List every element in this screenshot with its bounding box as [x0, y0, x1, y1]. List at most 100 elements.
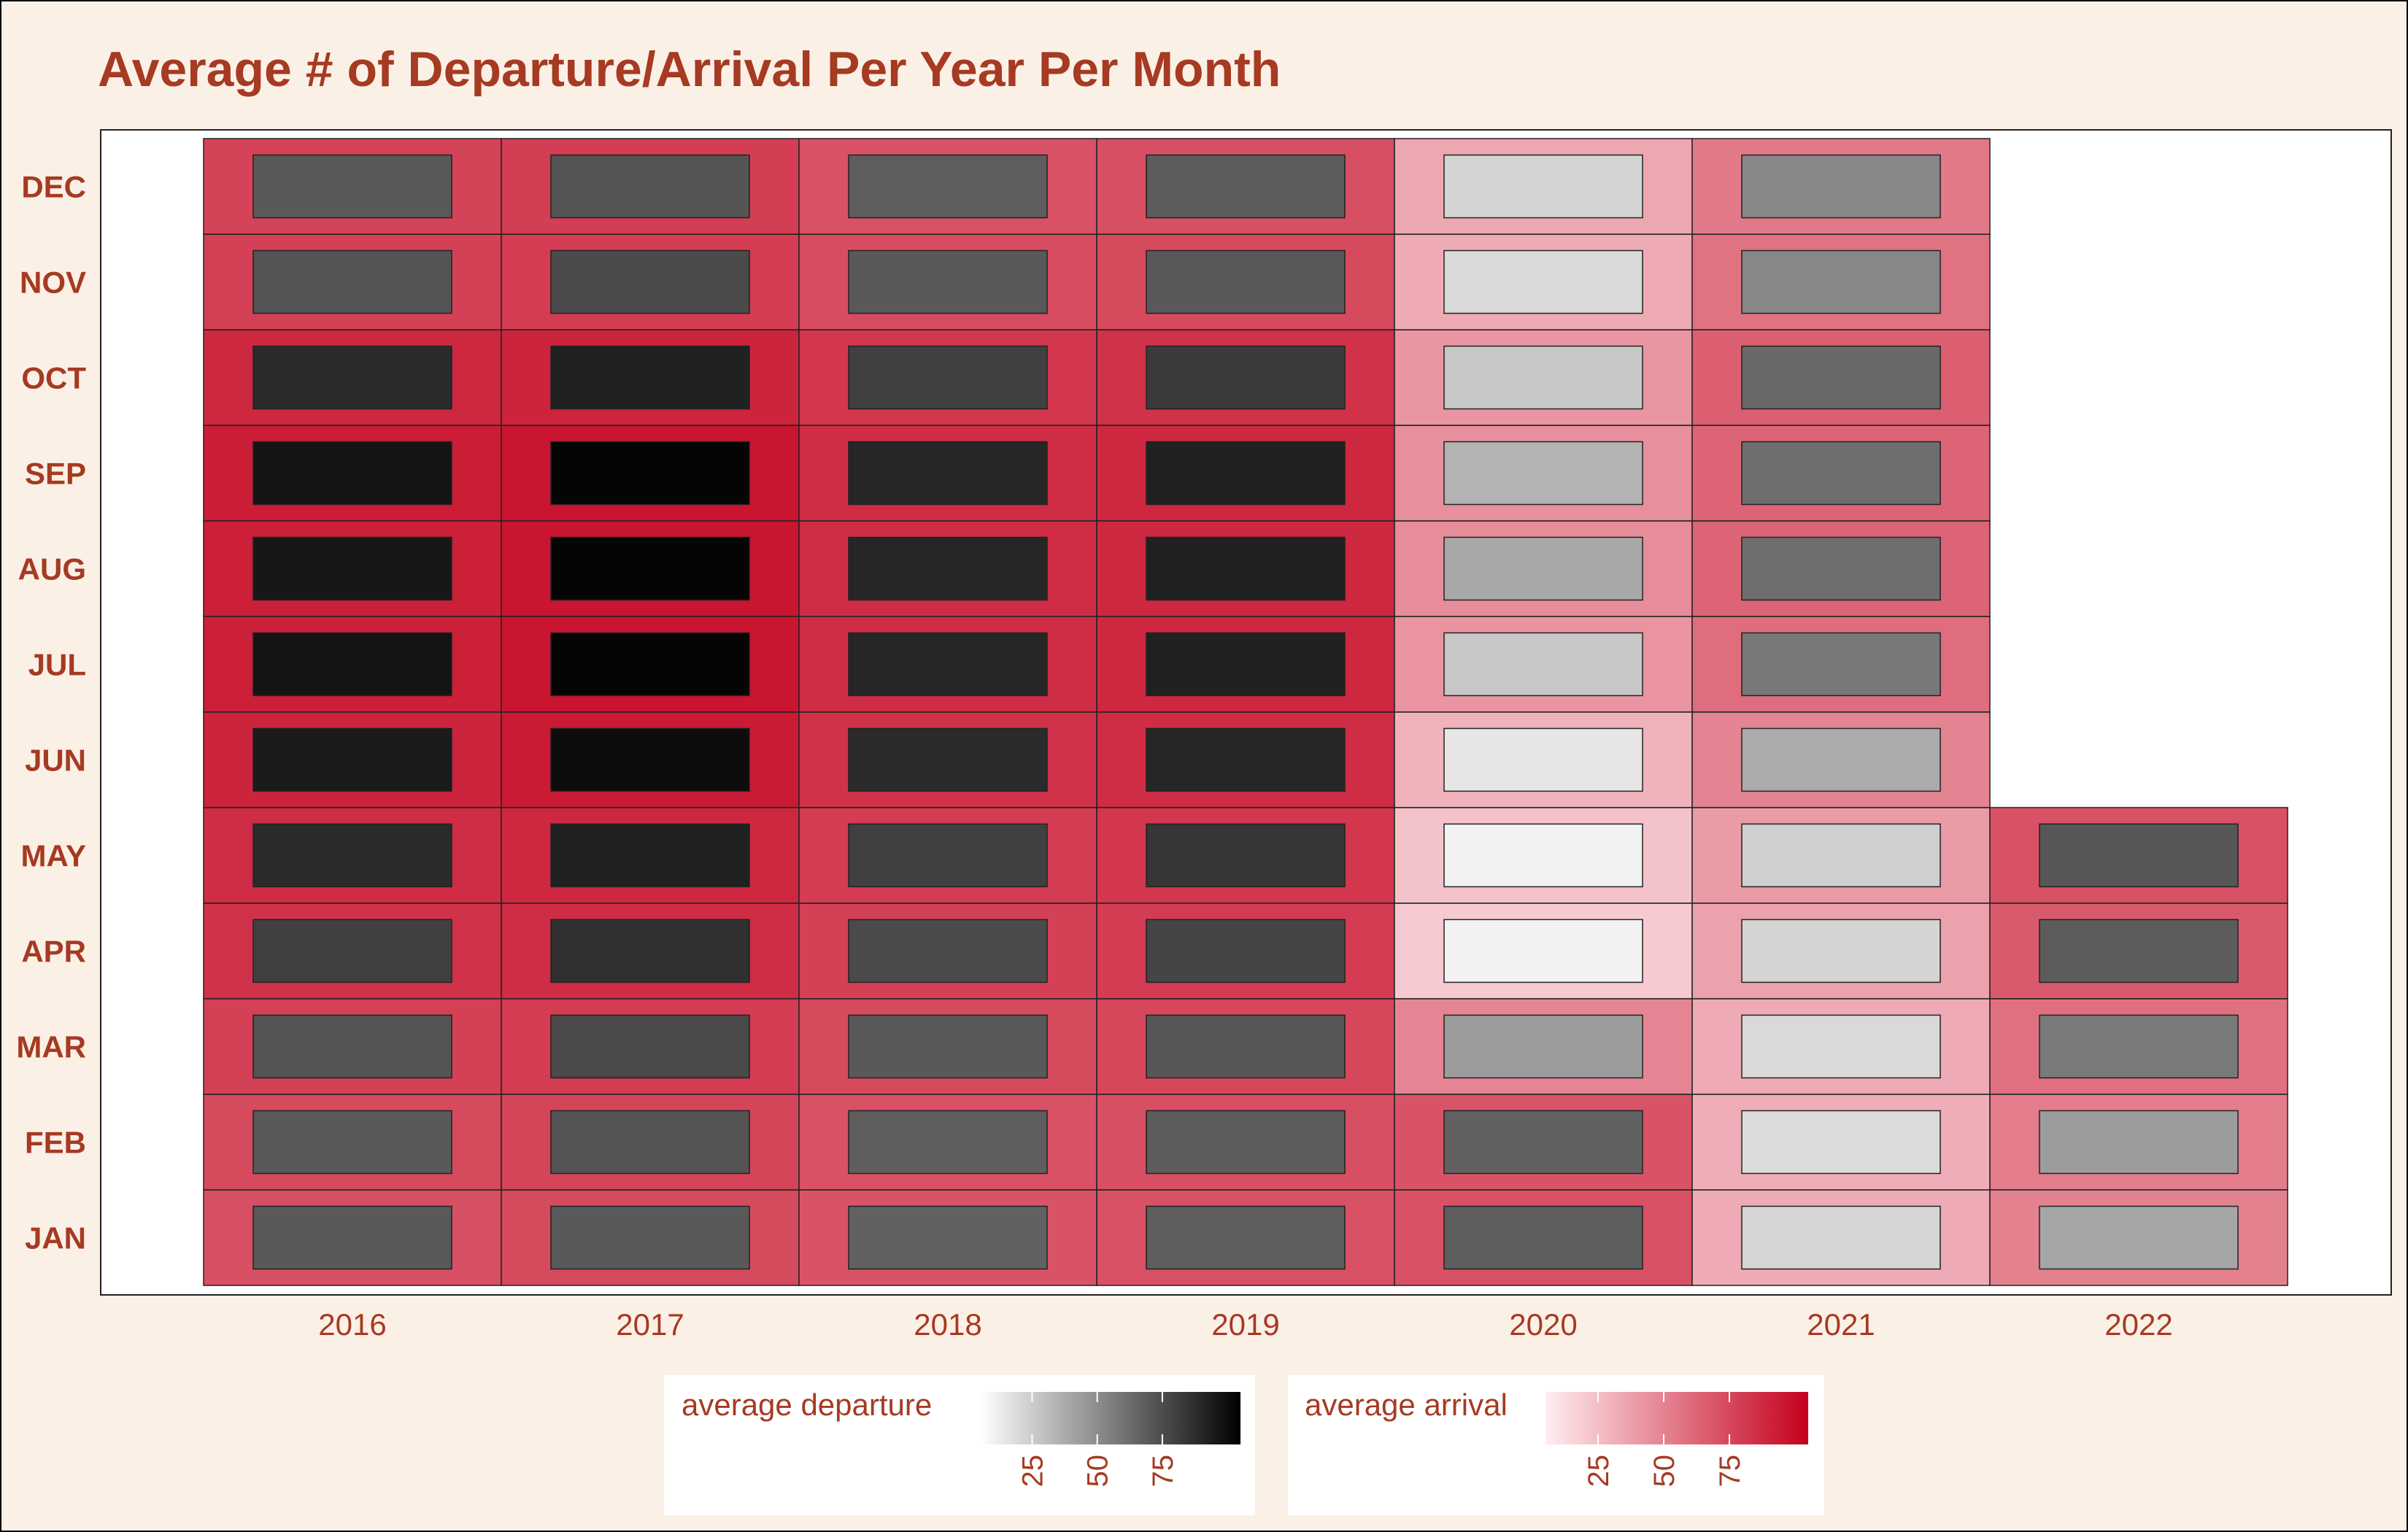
tile-departure-2022-may: [2039, 823, 2239, 888]
year-label-2020: 2020: [1509, 1307, 1577, 1342]
tile-departure-2017-apr: [550, 918, 750, 983]
year-label-2022: 2022: [2104, 1307, 2172, 1342]
tile-departure-2019-aug: [1146, 536, 1346, 601]
legend-arrival-tick-75: 75: [1714, 1455, 1746, 1487]
tile-departure-2016-jan: [252, 1205, 452, 1270]
tile-departure-2022-apr: [2039, 918, 2239, 983]
legend-arrival-tick-25: 25: [1583, 1455, 1615, 1487]
year-axis: 2016 2017 2018 2019 2020 2021 2022: [318, 1307, 2172, 1342]
month-label-dec: DEC: [21, 170, 86, 204]
tile-departure-2019-may: [1146, 823, 1346, 888]
legend-arrival-title: average arrival: [1305, 1388, 1508, 1422]
tile-departure-2016-nov: [252, 249, 452, 314]
tile-departure-2018-apr: [848, 918, 1048, 983]
tile-departure-2021-oct: [1741, 345, 1941, 410]
tile-departure-2020-sep: [1443, 441, 1643, 506]
year-label-2018: 2018: [914, 1307, 981, 1342]
tile-departure-2017-jun: [550, 727, 750, 792]
tile-departure-2022-feb: [2039, 1110, 2239, 1175]
tile-departure-2021-jul: [1741, 632, 1941, 697]
tile-departure-2017-jan: [550, 1205, 750, 1270]
tile-departure-2021-dec: [1741, 154, 1941, 219]
tile-departure-2021-nov: [1741, 249, 1941, 314]
legend-departure-tick-25: 25: [1016, 1455, 1049, 1487]
tile-departure-2016-jun: [252, 727, 452, 792]
tile-departure-2020-nov: [1443, 249, 1643, 314]
tile-departure-2017-jul: [550, 632, 750, 697]
tile-departure-2016-dec: [252, 154, 452, 219]
tile-departure-2018-dec: [848, 154, 1048, 219]
legend-departure-tick-75: 75: [1147, 1455, 1179, 1487]
tile-departure-2021-aug: [1741, 536, 1941, 601]
tile-departure-2018-feb: [848, 1110, 1048, 1175]
tile-departure-2018-nov: [848, 249, 1048, 314]
tile-departure-2021-feb: [1741, 1110, 1941, 1175]
tile-departure-2017-may: [550, 823, 750, 888]
tile-departure-2016-jul: [252, 632, 452, 697]
tile-departure-2019-oct: [1146, 345, 1346, 410]
tile-departure-2019-feb: [1146, 1110, 1346, 1175]
tile-departure-2019-sep: [1146, 441, 1346, 506]
month-label-jan: JAN: [25, 1221, 86, 1256]
month-axis: JAN FEB MAR APR MAY JUN JUL AUG SEP OCT NOV DEC: [16, 170, 86, 1256]
legend-average-departure: average departure 25 50 75: [664, 1375, 1255, 1515]
tile-departure-2016-sep: [252, 441, 452, 506]
tile-departure-2021-sep: [1741, 441, 1941, 506]
tile-departure-2020-jan: [1443, 1205, 1643, 1270]
tile-departure-2019-jul: [1146, 632, 1346, 697]
tile-departure-2018-mar: [848, 1014, 1048, 1079]
tile-departure-2018-aug: [848, 536, 1048, 601]
tile-departure-2016-apr: [252, 918, 452, 983]
tile-departure-2019-jan: [1146, 1205, 1346, 1270]
tile-departure-2017-aug: [550, 536, 750, 601]
tile-departure-2021-apr: [1741, 918, 1941, 983]
tile-departure-2021-may: [1741, 823, 1941, 888]
tile-departure-2020-oct: [1443, 345, 1643, 410]
month-label-sep: SEP: [25, 457, 86, 491]
year-label-2021: 2021: [1807, 1307, 1875, 1342]
tile-departure-2019-jun: [1146, 727, 1346, 792]
tile-departure-2017-nov: [550, 249, 750, 314]
month-label-jul: JUL: [28, 648, 86, 682]
tile-departure-2018-jun: [848, 727, 1048, 792]
tile-departure-2017-oct: [550, 345, 750, 410]
tile-departure-2016-mar: [252, 1014, 452, 1079]
tile-departure-2022-jan: [2039, 1205, 2239, 1270]
legend-departure-title: average departure: [682, 1388, 932, 1422]
legend-departure-tick-50: 50: [1082, 1455, 1114, 1487]
month-label-jun: JUN: [25, 743, 86, 778]
tile-departure-2020-jul: [1443, 632, 1643, 697]
tile-departure-2019-dec: [1146, 154, 1346, 219]
tile-departure-2020-may: [1443, 823, 1643, 888]
tile-departure-2018-jan: [848, 1205, 1048, 1270]
year-label-2017: 2017: [616, 1307, 684, 1342]
month-label-oct: OCT: [21, 361, 86, 395]
tile-departure-2020-dec: [1443, 154, 1643, 219]
tile-departure-2020-apr: [1443, 918, 1643, 983]
tile-departure-2021-jun: [1741, 727, 1941, 792]
tile-departure-2016-feb: [252, 1110, 452, 1175]
tile-departure-2020-aug: [1443, 536, 1643, 601]
tile-departure-2019-nov: [1146, 249, 1346, 314]
legend-average-arrival: average arrival 25 50 75: [1288, 1375, 1824, 1515]
tile-departure-2016-aug: [252, 536, 452, 601]
tile-departure-2020-jun: [1443, 727, 1643, 792]
tile-departure-2021-mar: [1741, 1014, 1941, 1079]
tile-departure-2018-jul: [848, 632, 1048, 697]
month-label-mar: MAR: [16, 1030, 86, 1064]
chart-title: Average # of Departure/Arrival Per Year …: [98, 42, 1281, 97]
tile-departure-2020-mar: [1443, 1014, 1643, 1079]
tile-layer: [203, 138, 2288, 1286]
month-label-feb: FEB: [25, 1126, 86, 1160]
tile-departure-2018-oct: [848, 345, 1048, 410]
legend-arrival-tick-50: 50: [1648, 1455, 1680, 1487]
tile-departure-2021-jan: [1741, 1205, 1941, 1270]
tile-departure-2016-may: [252, 823, 452, 888]
tile-departure-2020-feb: [1443, 1110, 1643, 1175]
tile-departure-2016-oct: [252, 345, 452, 410]
tile-departure-2017-sep: [550, 441, 750, 506]
tile-departure-2022-mar: [2039, 1014, 2239, 1079]
tile-departure-2017-feb: [550, 1110, 750, 1175]
